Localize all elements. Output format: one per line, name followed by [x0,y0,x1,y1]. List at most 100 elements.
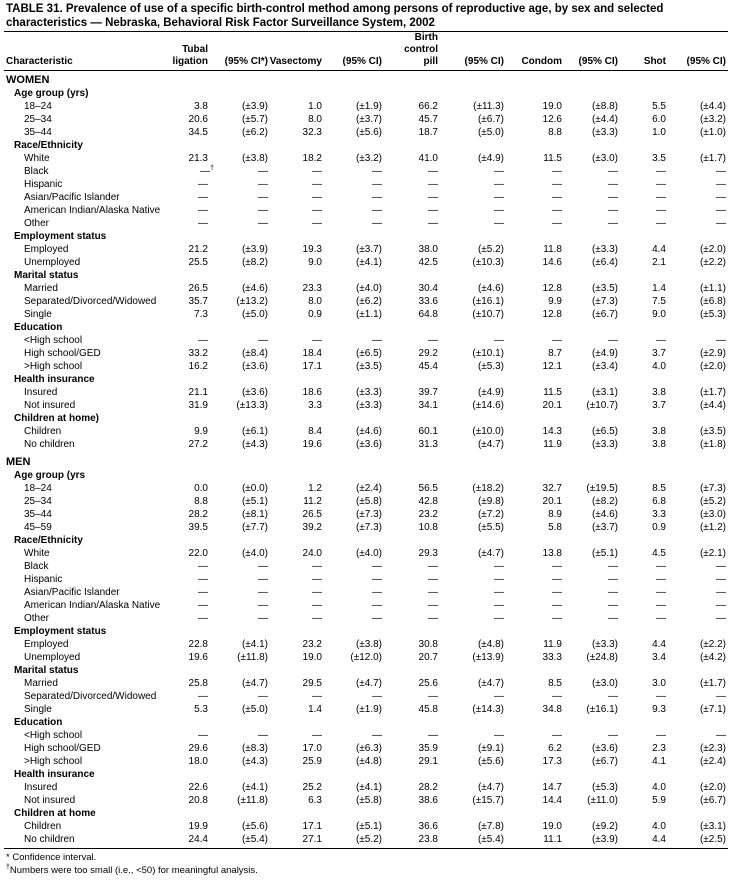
cell-value: — [428,561,438,572]
cell: (±14.6) [418,399,504,412]
cell-value: (±3.3) [591,127,618,138]
cell-value: — [608,730,618,741]
cell: (±3.3) [542,438,618,451]
cell: 29.1 [362,755,438,768]
cell: (±5.0) [188,308,268,321]
column-header: Birth [414,32,438,43]
cell: 64.8 [362,308,438,321]
cell: — [248,204,322,217]
cell: (±4.4) [646,100,726,113]
footnote-mark: † [210,165,214,172]
cell-value: (±6.1) [241,426,268,437]
row-label: Other [24,218,50,229]
cell-value: — [258,574,268,585]
cell: 28.2 [146,508,208,521]
cell-value: 12.8 [542,309,562,320]
cell: (±10.7) [542,399,618,412]
cell: — [302,334,382,347]
cell-value: (±5.1) [241,496,268,507]
cell: — [484,334,562,347]
cell-value: 20.1 [542,496,562,507]
row-label: 18–24 [24,483,52,494]
cell-value: — [494,335,504,346]
cell-value: (±4.3) [241,756,268,767]
row-label: >High school [24,361,83,372]
cell-value: (±6.8) [699,296,726,307]
cell-value: 20.1 [542,400,562,411]
cell-value: (±1.2) [699,522,726,533]
cell-value: 14.4 [542,795,562,806]
cell-value: (±1.7) [699,153,726,164]
cell: — [188,690,268,703]
cell-value: (±4.4) [591,114,618,125]
cell-value: (±3.5) [355,361,382,372]
cell: — [248,599,322,612]
cell: 34.8 [484,703,562,716]
cell-value: 5.5 [652,101,666,112]
group-label: Marital status [14,270,79,281]
cell-value: (±3.1) [591,387,618,398]
cell: — [248,165,322,178]
cell-value: (±3.0) [699,509,726,520]
cell: — [248,217,322,230]
cell: 8.0 [248,295,322,308]
cell-value: 8.7 [548,348,562,359]
column-header: Vasectomy [269,56,322,67]
cell: — [598,191,666,204]
header-rule [4,70,728,71]
cell: — [646,560,726,573]
cell-value: (±4.1) [241,782,268,793]
cell: — [598,599,666,612]
cell: 11.1 [484,833,562,846]
cell-value: — [198,192,208,203]
cell-value: — [428,335,438,346]
cell-value: 30.4 [418,283,438,294]
cell-value: (±2.5) [699,834,726,845]
cell-value: — [716,335,726,346]
cell: 22.0 [146,547,208,560]
cell-value: — [372,205,382,216]
cell-value: 9.0 [652,309,666,320]
cell-value: (±12.0) [350,652,382,663]
cell: (±5.6) [302,126,382,139]
cell-value: (±5.4) [241,834,268,845]
cell: (±9.2) [542,820,618,833]
cell: (±6.3) [302,742,382,755]
cell: (±5.1) [188,495,268,508]
cell: 5.8 [484,521,562,534]
cell-value: 12.1 [542,361,562,372]
cell-value: 25.8 [188,678,208,689]
row-label: 25–34 [24,114,52,125]
cell-value: 29.3 [418,548,438,559]
cell: — [188,165,268,178]
cell: — [302,612,382,625]
cell-value: (±1.7) [699,678,726,689]
cell-value: (±1.1) [699,283,726,294]
cell-value: 41.0 [418,153,438,164]
cell: — [362,191,438,204]
cell-value: — [372,166,382,177]
cell: — [188,573,268,586]
cell: 9.9 [146,425,208,438]
cell-value: — [552,335,562,346]
cell: 30.8 [362,638,438,651]
cell-value: (±3.6) [241,387,268,398]
cell-value: — [312,691,322,702]
cell: — [188,586,268,599]
cell-value: 38.0 [418,244,438,255]
cell-value: (±5.6) [241,821,268,832]
cell-value: — [656,613,666,624]
cell-value: 28.2 [418,782,438,793]
cell-value: — [258,192,268,203]
cell-value: 6.2 [548,743,562,754]
cell: 42.5 [362,256,438,269]
cell: — [418,178,504,191]
cell: 45.4 [362,360,438,373]
cell: — [248,729,322,742]
cell-value: — [494,166,504,177]
cell: 5.3 [146,703,208,716]
cell: —† [152,165,214,178]
cell: — [418,204,504,217]
group-label: Marital status [14,665,79,676]
cell-value: (±4.0) [355,548,382,559]
